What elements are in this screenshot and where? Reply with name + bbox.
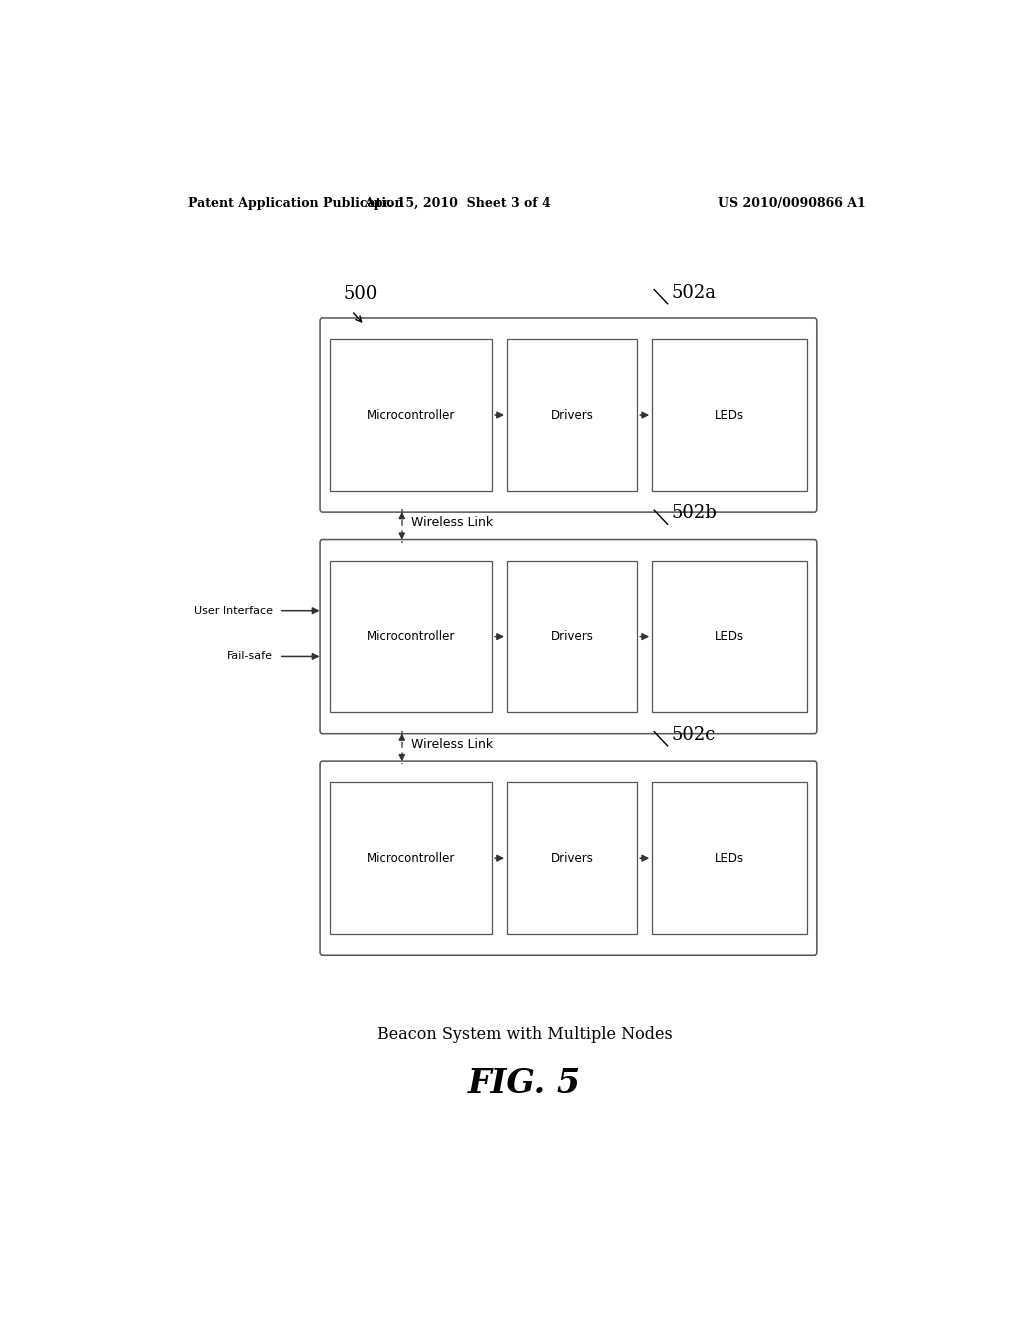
Text: Wireless Link: Wireless Link bbox=[412, 516, 494, 529]
Text: Microcontroller: Microcontroller bbox=[367, 409, 456, 421]
Bar bbox=[507, 783, 637, 935]
Bar bbox=[330, 783, 493, 935]
Text: LEDs: LEDs bbox=[715, 630, 744, 643]
Text: 502b: 502b bbox=[672, 504, 718, 523]
Bar bbox=[507, 561, 637, 713]
Bar bbox=[652, 339, 807, 491]
Text: Apr. 15, 2010  Sheet 3 of 4: Apr. 15, 2010 Sheet 3 of 4 bbox=[364, 197, 551, 210]
Text: Beacon System with Multiple Nodes: Beacon System with Multiple Nodes bbox=[377, 1026, 673, 1043]
Bar bbox=[507, 339, 637, 491]
FancyBboxPatch shape bbox=[321, 540, 817, 734]
Text: 502c: 502c bbox=[672, 726, 716, 744]
Text: Microcontroller: Microcontroller bbox=[367, 630, 456, 643]
Text: LEDs: LEDs bbox=[715, 409, 744, 421]
Bar bbox=[652, 561, 807, 713]
Text: LEDs: LEDs bbox=[715, 851, 744, 865]
Text: Fail-safe: Fail-safe bbox=[227, 652, 273, 661]
FancyBboxPatch shape bbox=[321, 318, 817, 512]
Text: FIG. 5: FIG. 5 bbox=[468, 1067, 582, 1100]
Bar bbox=[652, 783, 807, 935]
Text: Drivers: Drivers bbox=[551, 630, 594, 643]
Text: Microcontroller: Microcontroller bbox=[367, 851, 456, 865]
Text: Drivers: Drivers bbox=[551, 409, 594, 421]
Text: US 2010/0090866 A1: US 2010/0090866 A1 bbox=[718, 197, 866, 210]
Text: 500: 500 bbox=[344, 285, 378, 302]
Text: User Interface: User Interface bbox=[195, 606, 273, 615]
Text: Drivers: Drivers bbox=[551, 851, 594, 865]
Bar bbox=[330, 339, 493, 491]
Bar bbox=[330, 561, 493, 713]
Text: 502a: 502a bbox=[672, 284, 717, 302]
FancyBboxPatch shape bbox=[321, 762, 817, 956]
Text: Wireless Link: Wireless Link bbox=[412, 738, 494, 751]
Text: Patent Application Publication: Patent Application Publication bbox=[187, 197, 403, 210]
